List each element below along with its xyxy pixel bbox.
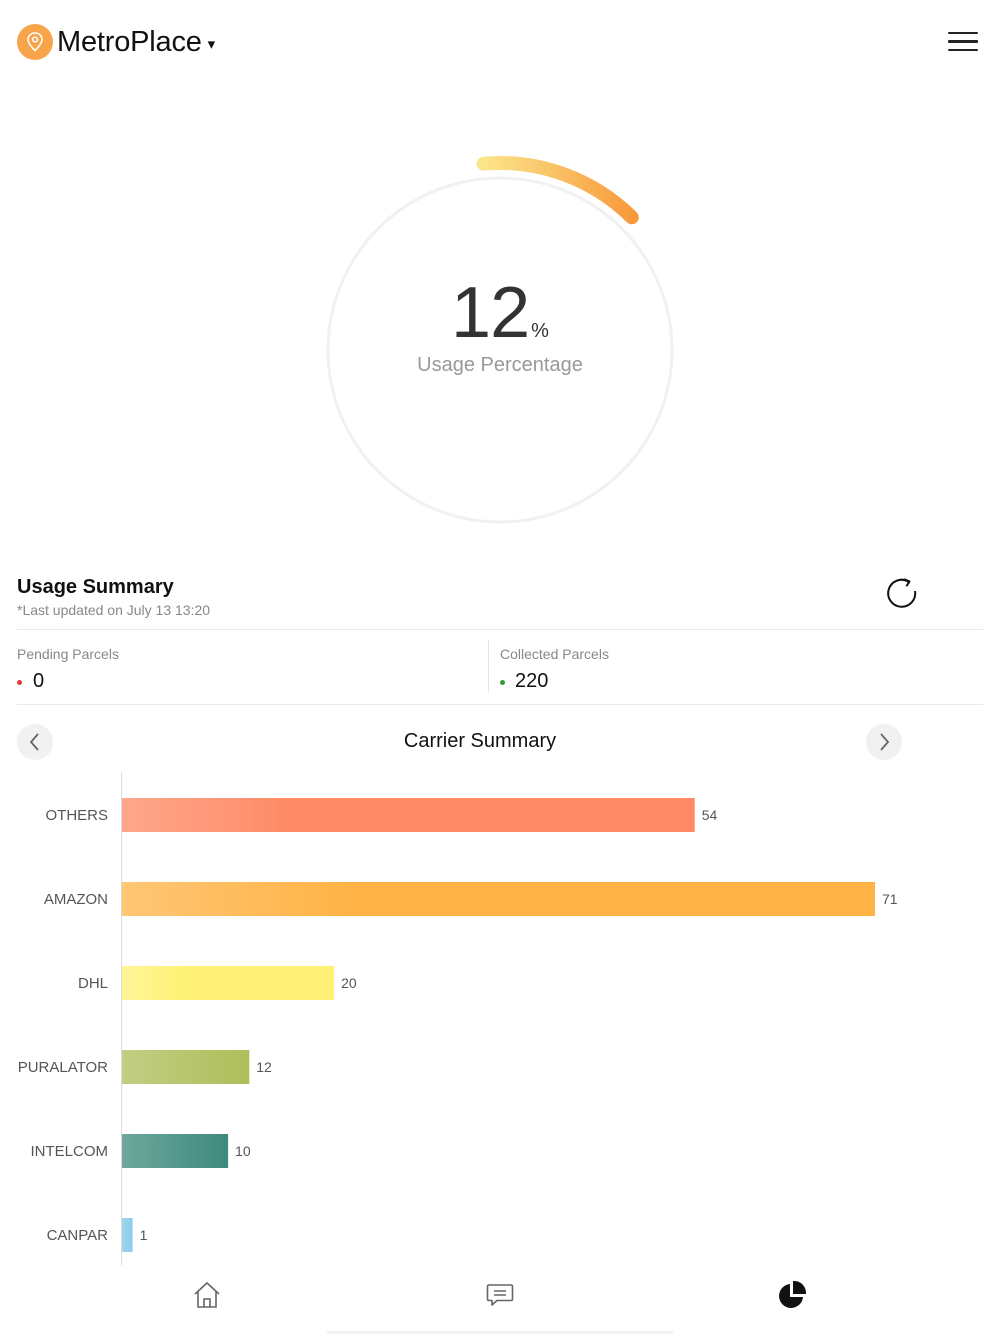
bar-category-label: AMAZON [44,891,108,908]
bar-category-label: OTHERS [45,807,108,824]
divider [17,704,983,705]
bar-canpar [122,1218,133,1252]
bar-dhl [122,966,335,1000]
bar-value-label: 1 [140,1227,148,1243]
bar-category-label: INTELCOM [30,1143,108,1160]
carrier-summary-title: Carrier Summary [403,730,557,752]
percent-unit: % [531,320,549,342]
bar-value-label: 12 [256,1059,272,1075]
location-selector[interactable]: MetroPlace ▾ [17,24,215,60]
usage-gauge: 12% Usage Percentage [300,150,700,550]
chat-icon [486,1284,514,1306]
tab-messages[interactable] [470,1273,530,1317]
collected-status-dot [500,680,505,685]
app-name: MetroPlace [57,25,202,58]
bar-value-label: 10 [235,1143,251,1159]
chevron-right-icon [880,733,890,751]
next-button[interactable] [866,724,902,760]
chevron-left-icon [29,733,39,751]
bar-value-label: 20 [341,975,357,991]
usage-summary-title: Usage Summary [17,576,174,598]
usage-percentage-label: Usage Percentage [417,354,583,376]
pie-chart-icon [779,1280,807,1308]
bar-category-label: DHL [78,975,108,992]
bar-value-label: 71 [882,891,898,907]
last-updated-text: *Last updated on July 13 13:20 [17,602,211,618]
tab-statistics[interactable] [762,1273,822,1317]
bar-amazon [122,882,875,916]
collected-parcels-value: 220 [515,670,549,692]
bar-intelcom [122,1134,229,1168]
usage-gauge-arc [476,156,639,225]
usage-percentage-value: 12 [451,273,530,353]
pending-parcels-label: Pending Parcels [17,646,119,662]
caret-down-icon: ▾ [207,36,216,53]
pending-parcels-value: 0 [33,670,45,692]
bar-puralator [122,1050,250,1084]
usage-gauge-ring [326,156,674,524]
carrier-bar-chart: OTHERS 54 AMAZON 71 DHL 20 PURALATOR 12 INTELCOM… [0,770,1000,1270]
pending-status-dot [17,680,22,685]
refresh-icon[interactable] [884,575,920,611]
carrier-bar-chart-svg: OTHERS 54 AMAZON 71 DHL 20 PURALATOR 12 INTELCOM… [18,772,898,1268]
bar-category-label: CANPAR [47,1227,109,1244]
active-tab-indicator [327,1331,673,1334]
home-icon [194,1282,220,1308]
bottom-tab-bar [0,1265,1000,1334]
bar-category-label: PURALATOR [18,1059,108,1076]
previous-button[interactable] [17,724,53,760]
divider [17,629,983,630]
stats-divider [488,640,489,692]
app-header: MetroPlace ▾ [0,0,1000,86]
bar-value-label: 54 [702,807,718,823]
bar-others [122,798,695,832]
location-pin-icon [17,24,53,60]
collected-parcels-label: Collected Parcels [500,646,609,662]
tab-home[interactable] [177,1273,237,1317]
hamburger-menu-icon[interactable] [948,32,978,54]
